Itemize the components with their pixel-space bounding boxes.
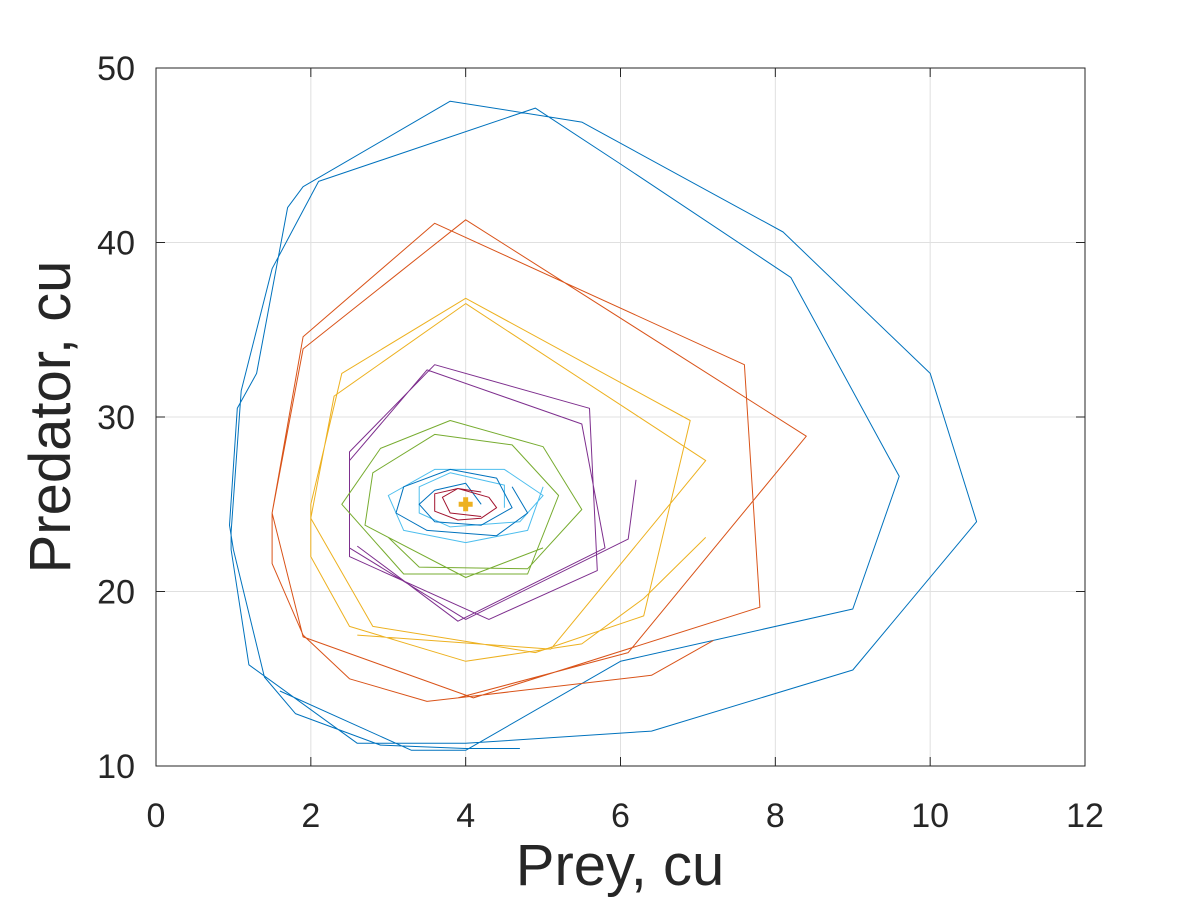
y-tick-label: 30 (97, 399, 135, 437)
x-axis-label: Prey, cu (516, 833, 724, 898)
trajectory-line-1 (229, 100, 978, 751)
trajectory-line-8 (434, 488, 498, 521)
axis-ticks (155, 67, 1086, 767)
x-tick-label: 6 (611, 797, 630, 835)
x-tick-labels: 0 2 4 6 8 10 12 (147, 797, 1104, 835)
trajectory-line-4 (349, 364, 637, 622)
x-tick-label: 10 (911, 797, 949, 835)
trajectory-line-3 (310, 297, 707, 662)
trajectory-line-2 (271, 219, 807, 702)
x-tick-label: 8 (766, 797, 785, 835)
x-tick-label: 2 (301, 797, 320, 835)
y-axis-label: Predator, cu (18, 261, 83, 574)
trajectory-line-6 (387, 468, 544, 544)
trajectories (229, 100, 978, 751)
x-tick-label: 12 (1066, 797, 1104, 835)
x-tick-label: 0 (147, 797, 166, 835)
y-tick-label: 20 (97, 574, 135, 612)
y-tick-label: 40 (97, 225, 135, 263)
y-tick-label: 10 (97, 748, 135, 786)
trajectory-line-7 (395, 468, 529, 537)
trajectory-line-5 (341, 420, 583, 578)
equilibrium-marker (458, 497, 473, 512)
x-tick-label: 4 (456, 797, 475, 835)
grid-lines (156, 68, 1085, 766)
y-tick-label: 50 (97, 50, 135, 88)
y-tick-labels: 10 20 30 40 50 (97, 50, 135, 786)
